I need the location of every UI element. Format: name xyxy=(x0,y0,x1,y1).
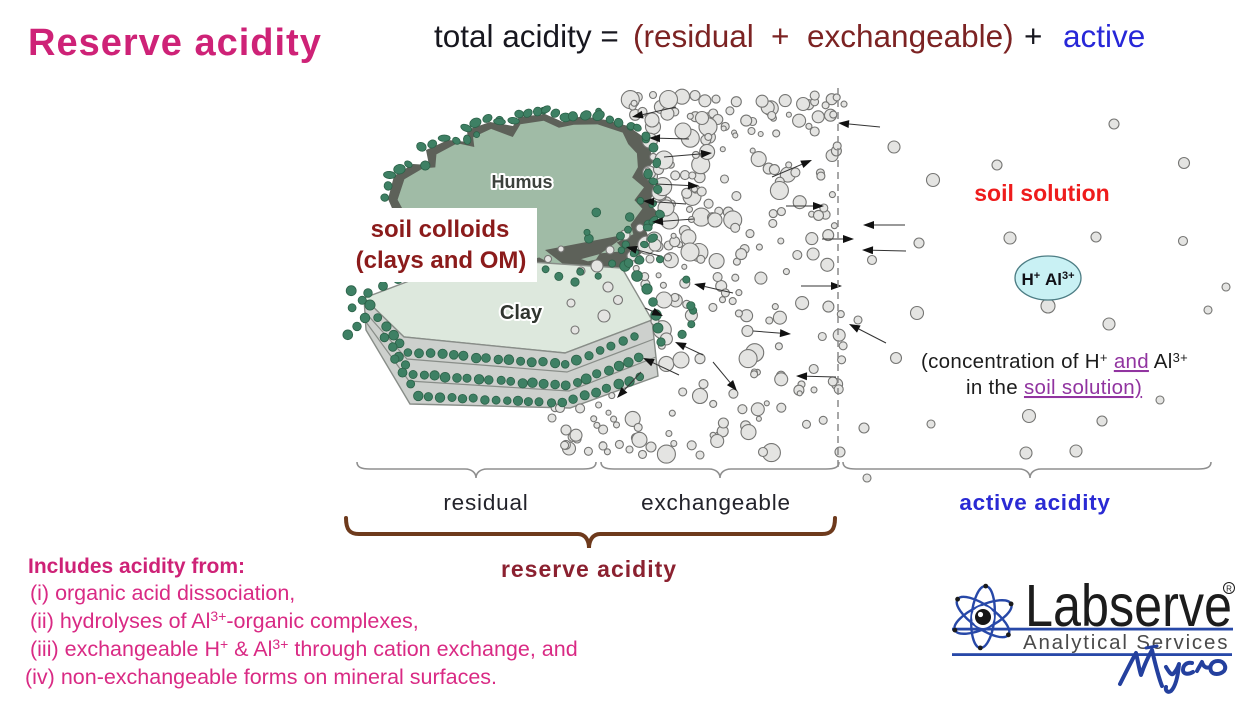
svg-text:Labserve: Labserve xyxy=(1025,573,1232,639)
svg-text:R: R xyxy=(1226,585,1232,594)
svg-text:in the soil solution): in the soil solution) xyxy=(966,376,1142,399)
svg-text:(iii) exchangeable H+ & Al3+ t: (iii) exchangeable H+ & Al3+ through cat… xyxy=(30,636,578,661)
svg-text:residual: residual xyxy=(443,490,528,515)
svg-text:(i) organic acid dissociation,: (i) organic acid dissociation, xyxy=(30,581,295,605)
svg-text:active: active xyxy=(1063,18,1145,54)
svg-text:total acidity =: total acidity = xyxy=(434,18,619,54)
svg-text:exchangeable): exchangeable) xyxy=(807,18,1014,54)
svg-text:Clay: Clay xyxy=(500,302,543,324)
svg-text:soil solution: soil solution xyxy=(974,180,1109,206)
svg-text:(clays and OM): (clays and OM) xyxy=(356,247,527,274)
svg-text:(concentration of H+ and Al3+: (concentration of H+ and Al3+ xyxy=(921,350,1188,373)
svg-text:+: + xyxy=(1024,18,1042,54)
svg-text:soil colloids: soil colloids xyxy=(371,216,510,243)
svg-text:(residual: (residual xyxy=(633,18,754,54)
svg-text:reserve acidity: reserve acidity xyxy=(501,556,677,582)
svg-text:active acidity: active acidity xyxy=(959,490,1110,515)
svg-text:Analytical Services: Analytical Services xyxy=(1023,631,1229,654)
svg-text:Reserve acidity: Reserve acidity xyxy=(28,22,322,64)
svg-text:Humus: Humus xyxy=(491,172,552,192)
svg-text:+: + xyxy=(771,18,789,54)
svg-text:exchangeable: exchangeable xyxy=(641,490,791,515)
svg-text:(iv) non-exchangeable forms on: (iv) non-exchangeable forms on mineral s… xyxy=(25,665,497,689)
svg-text:Includes acidity from:: Includes acidity from: xyxy=(28,555,245,578)
